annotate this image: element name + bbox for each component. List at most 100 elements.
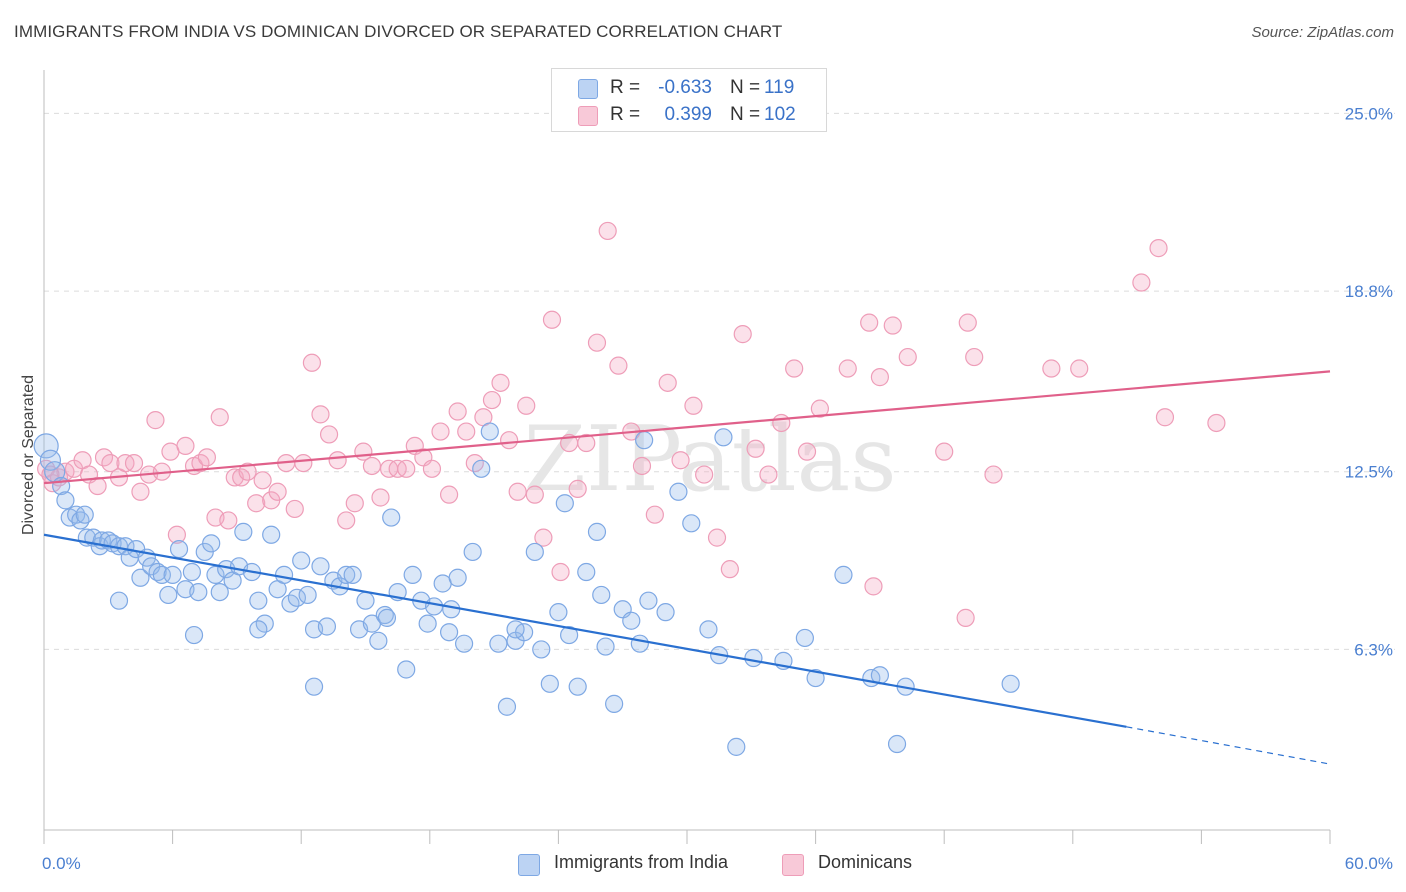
- india-point: [33, 433, 59, 459]
- y-tick-label: 25.0%: [1345, 104, 1393, 123]
- dominicans-point: [898, 347, 917, 367]
- dominicans-point: [587, 333, 607, 352]
- india-point: [727, 737, 746, 756]
- india-point: [418, 614, 437, 633]
- chart-title: IMMIGRANTS FROM INDIA VS DOMINICAN DIVOR…: [14, 22, 783, 41]
- dominicans-point: [457, 422, 476, 441]
- x-tick-label: 60.0%: [1345, 854, 1393, 873]
- dominicans-point: [268, 482, 287, 501]
- dominicans-point: [197, 448, 216, 467]
- india-point: [480, 422, 499, 441]
- india-swatch: [578, 79, 598, 99]
- india-point: [311, 557, 330, 576]
- legend-n-label: N =: [730, 104, 761, 125]
- india-point: [377, 608, 397, 627]
- dominicans-point: [431, 422, 450, 441]
- dominicans-point: [210, 408, 229, 427]
- india-point: [317, 617, 337, 636]
- legend-r-value: -0.633: [658, 77, 712, 98]
- india-point: [592, 585, 611, 605]
- x-tick-labels: 0.0% 60.0%: [42, 854, 1393, 873]
- stats-legend: R = -0.633 N = 119 R = 0.399 N = 102: [551, 68, 827, 132]
- india-point: [304, 677, 324, 696]
- india-point: [587, 522, 607, 541]
- india-point: [622, 611, 641, 630]
- india-point: [549, 603, 568, 622]
- india-point: [560, 625, 579, 645]
- dominicans-point: [860, 313, 879, 332]
- dominicans-point: [772, 413, 791, 433]
- india-point: [234, 522, 253, 541]
- dominicans-point: [810, 399, 829, 418]
- india-point: [635, 431, 654, 450]
- dominicans-point: [542, 310, 562, 329]
- india-point: [489, 634, 508, 653]
- india-trend-extension: [1126, 726, 1331, 765]
- india-point: [189, 582, 208, 602]
- india-point: [397, 660, 416, 679]
- dominicans-point: [883, 316, 902, 335]
- dominicans-point: [965, 347, 984, 367]
- india-point: [274, 565, 294, 584]
- legend-r-label: R =: [610, 77, 641, 98]
- y-tick-label: 18.8%: [1345, 282, 1393, 301]
- india-point: [131, 568, 150, 587]
- india-point: [182, 562, 201, 582]
- india-point: [744, 648, 763, 668]
- dominicans-legend-swatch: [782, 854, 804, 876]
- legend-n-label: N =: [730, 77, 761, 98]
- dominicans-point: [131, 482, 150, 501]
- dominicans-point: [448, 402, 467, 421]
- dominicans-point: [695, 465, 714, 484]
- y-tick-labels: 6.3% 12.5% 18.8% 25.0%: [1345, 104, 1393, 659]
- dominicans-point: [500, 431, 519, 450]
- legend-r-label: R =: [610, 104, 641, 125]
- india-point: [249, 620, 268, 639]
- dominicans-point: [534, 528, 553, 547]
- india-point: [210, 582, 229, 602]
- india-point: [292, 551, 311, 570]
- india-point: [596, 637, 615, 656]
- dominicans-point: [632, 456, 652, 476]
- dominicans-point: [645, 505, 664, 524]
- india-point: [568, 677, 587, 696]
- dominicans-point: [371, 488, 390, 507]
- dominicans-point: [577, 433, 596, 453]
- india-point: [463, 542, 482, 562]
- legend-r-value: 0.399: [664, 104, 712, 125]
- dominicans-point: [797, 442, 817, 461]
- source-label: Source: ZipAtlas.com: [1251, 24, 1394, 41]
- dominicans-point: [759, 465, 778, 484]
- dominicans-point: [1155, 408, 1175, 427]
- dominicans-point: [482, 390, 502, 410]
- india-point: [249, 591, 268, 610]
- india-point: [262, 525, 281, 544]
- dominicans-point: [294, 453, 313, 473]
- dominicans-point: [247, 494, 266, 513]
- india-point: [1001, 674, 1020, 693]
- india-point: [532, 640, 551, 659]
- india-point: [439, 623, 459, 642]
- dominicans-point: [491, 373, 510, 392]
- dominicans-point: [707, 528, 727, 547]
- dominicans-legend-label: Dominicans: [818, 852, 913, 872]
- y-axis-label: Divorced or Separated: [20, 375, 37, 535]
- india-point: [834, 565, 853, 584]
- dominicans-point: [167, 525, 186, 544]
- india-point: [795, 628, 814, 648]
- dominicans-point: [733, 325, 752, 344]
- dominicans-point: [238, 462, 257, 481]
- india-legend-label: Immigrants from India: [554, 852, 729, 872]
- india-point: [169, 539, 189, 559]
- india-point: [287, 588, 307, 607]
- india-point: [75, 505, 94, 524]
- india-point: [714, 428, 733, 447]
- dominicans-point: [517, 396, 536, 415]
- india-point: [540, 674, 559, 693]
- dominicans-point: [598, 221, 617, 241]
- india-trend-line: [43, 533, 1127, 728]
- india-point: [39, 449, 62, 471]
- dominicans-point: [439, 485, 459, 504]
- dominicans-point: [785, 359, 804, 378]
